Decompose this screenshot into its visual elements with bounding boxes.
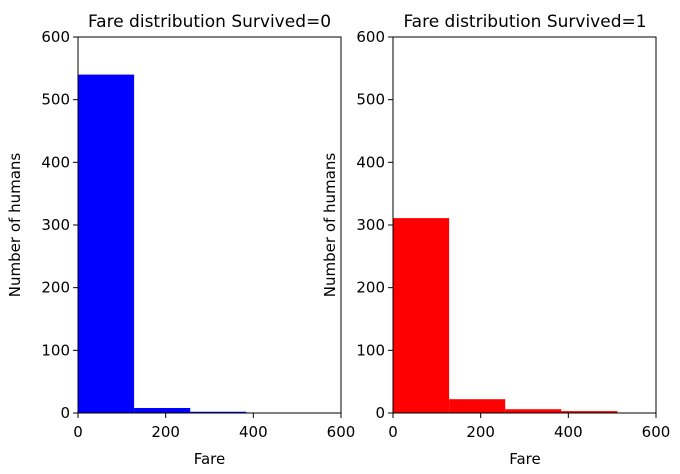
y-tick-label: 400 xyxy=(41,153,70,171)
x-tick-label: 200 xyxy=(151,423,180,441)
y-tick-label: 300 xyxy=(41,216,70,234)
y-tick-label: 400 xyxy=(356,153,385,171)
y-axis-label: Number of humans xyxy=(321,153,339,298)
x-axis-label: Fare xyxy=(194,450,226,468)
y-tick-label: 200 xyxy=(41,279,70,297)
y-tick-label: 0 xyxy=(60,404,70,422)
histogram-bar xyxy=(449,399,506,413)
y-axis-label: Number of humans xyxy=(6,153,24,298)
x-tick-label: 400 xyxy=(554,423,583,441)
y-tick-label: 500 xyxy=(356,91,385,109)
histogram-bar xyxy=(78,74,135,413)
y-tick-label: 100 xyxy=(356,341,385,359)
x-tick-label: 0 xyxy=(73,423,83,441)
y-tick-label: 600 xyxy=(41,28,70,46)
y-tick-label: 500 xyxy=(41,91,70,109)
x-tick-label: 600 xyxy=(642,423,671,441)
x-tick-label: 0 xyxy=(388,423,398,441)
histogram-bar xyxy=(190,411,247,413)
y-tick-label: 300 xyxy=(356,216,385,234)
y-tick-label: 100 xyxy=(41,341,70,359)
x-axis-label: Fare xyxy=(509,450,541,468)
x-tick-label: 400 xyxy=(239,423,268,441)
chart-panel-survived-1: Fare distribution Survived=1 Fare Number… xyxy=(321,12,670,468)
histogram-bar xyxy=(393,218,450,413)
y-tick-label: 0 xyxy=(375,404,385,422)
histogram-bar xyxy=(505,409,562,413)
chart-panel-survived-0: Fare distribution Survived=0 Fare Number… xyxy=(6,12,355,468)
chart-title: Fare distribution Survived=0 xyxy=(88,12,331,32)
x-tick-label: 600 xyxy=(327,423,356,441)
histogram-bar xyxy=(561,411,618,413)
x-tick-label: 200 xyxy=(466,423,495,441)
y-tick-label: 200 xyxy=(356,279,385,297)
chart-title: Fare distribution Survived=1 xyxy=(403,12,646,32)
histogram-bar xyxy=(134,407,191,413)
y-tick-label: 600 xyxy=(356,28,385,46)
